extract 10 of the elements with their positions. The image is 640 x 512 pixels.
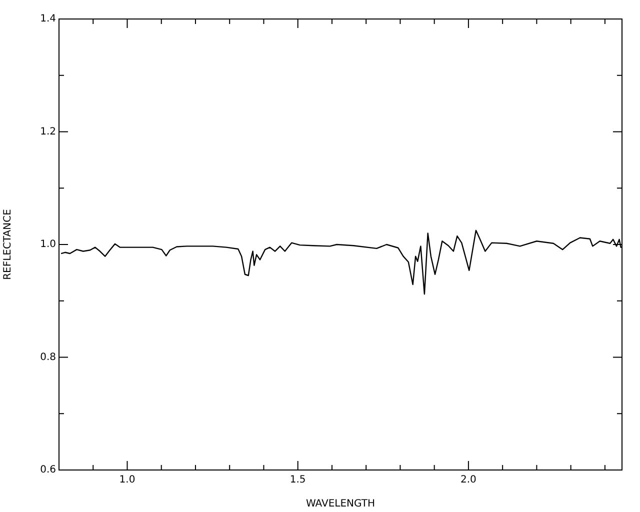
y-tick-label: 0.8 bbox=[40, 352, 56, 363]
x-tick-label: 1.5 bbox=[290, 474, 306, 486]
y-tick-label: 1.0 bbox=[40, 239, 56, 250]
y-tick-label: 1.4 bbox=[40, 14, 56, 25]
x-tick-label: 2.0 bbox=[460, 474, 476, 486]
y-tick-label: 1.2 bbox=[40, 126, 56, 138]
x-axis-title: WAVELENGTH bbox=[306, 498, 376, 510]
y-tick-label: 0.6 bbox=[40, 464, 56, 476]
y-axis-title: REFLECTANCE bbox=[2, 209, 14, 280]
x-tick-label: 1.0 bbox=[119, 474, 136, 486]
